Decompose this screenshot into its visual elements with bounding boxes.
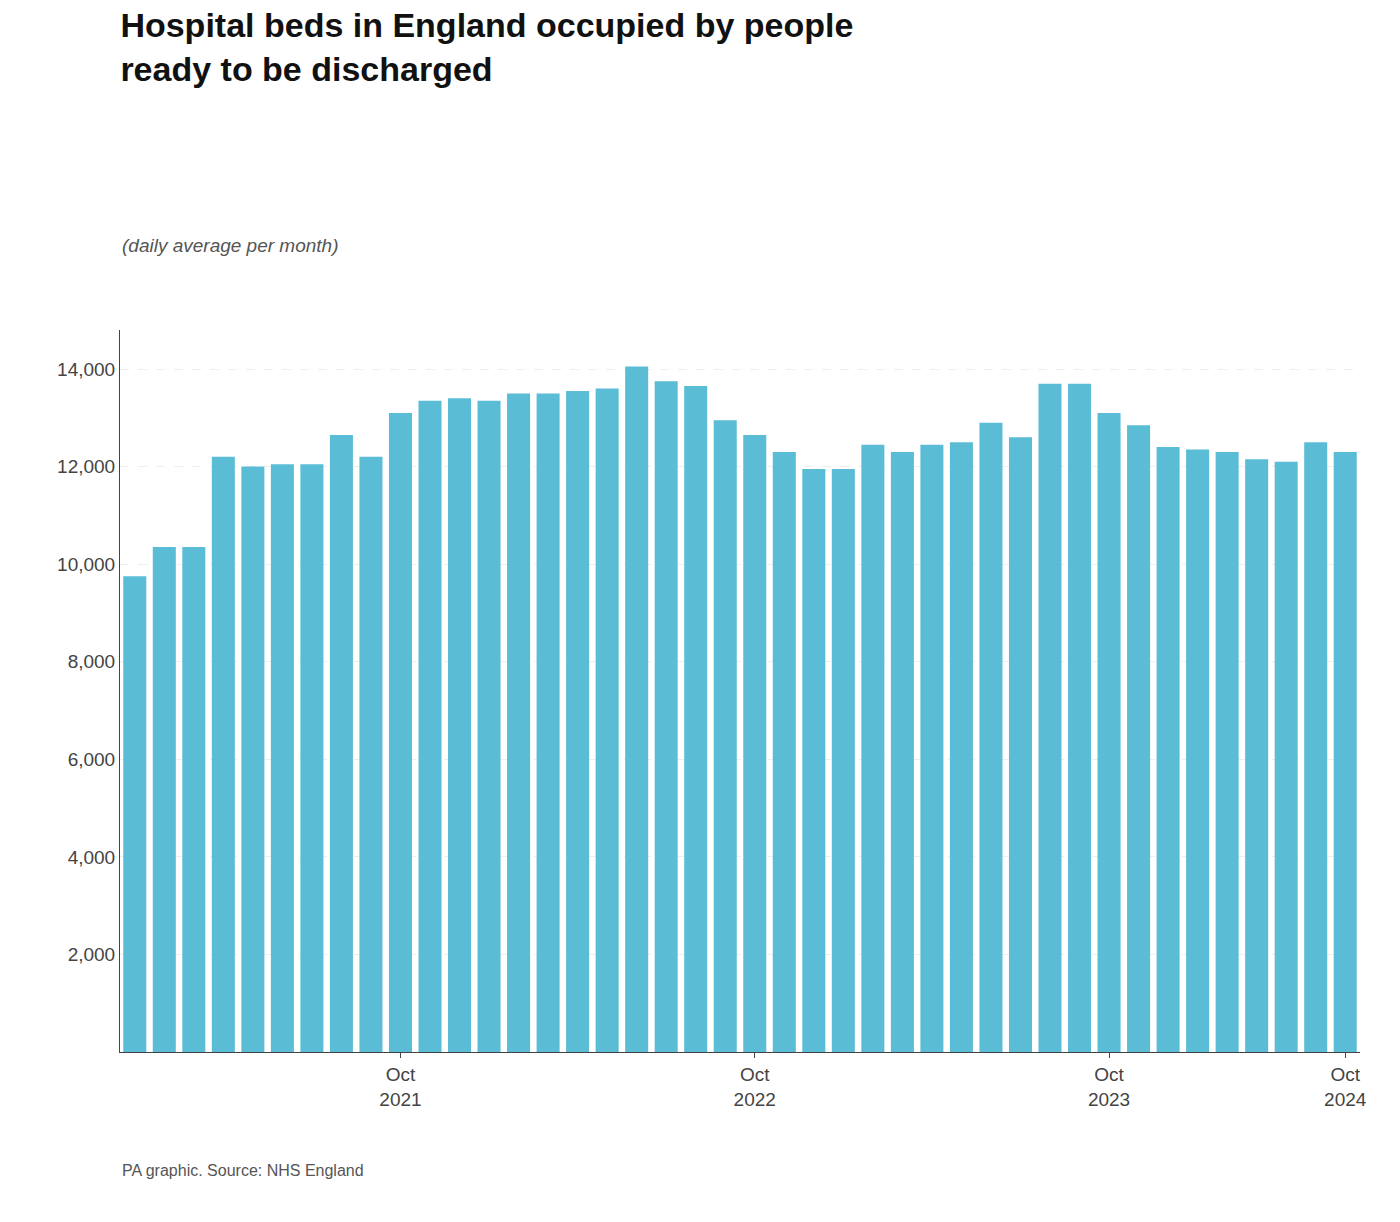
svg-text:14,000: 14,000 [57, 359, 115, 380]
svg-text:4,000: 4,000 [68, 847, 116, 868]
svg-text:6,000: 6,000 [68, 749, 116, 770]
svg-text:Oct2022: Oct2022 [734, 1064, 776, 1110]
svg-text:Oct2024: Oct2024 [1324, 1064, 1367, 1110]
svg-text:2,000: 2,000 [68, 944, 116, 965]
svg-text:PA graphic. Source: NHS Englan: PA graphic. Source: NHS England [122, 1162, 364, 1179]
svg-text:Hospital beds in England occup: Hospital beds in England occupied by peo… [120, 6, 853, 88]
svg-text:Oct2023: Oct2023 [1088, 1064, 1130, 1110]
svg-text:10,000: 10,000 [57, 554, 115, 575]
svg-text:12,000: 12,000 [57, 456, 115, 477]
svg-text:8,000: 8,000 [68, 651, 116, 672]
svg-text:Oct2021: Oct2021 [379, 1064, 421, 1110]
svg-text:(daily average per month): (daily average per month) [122, 235, 339, 256]
